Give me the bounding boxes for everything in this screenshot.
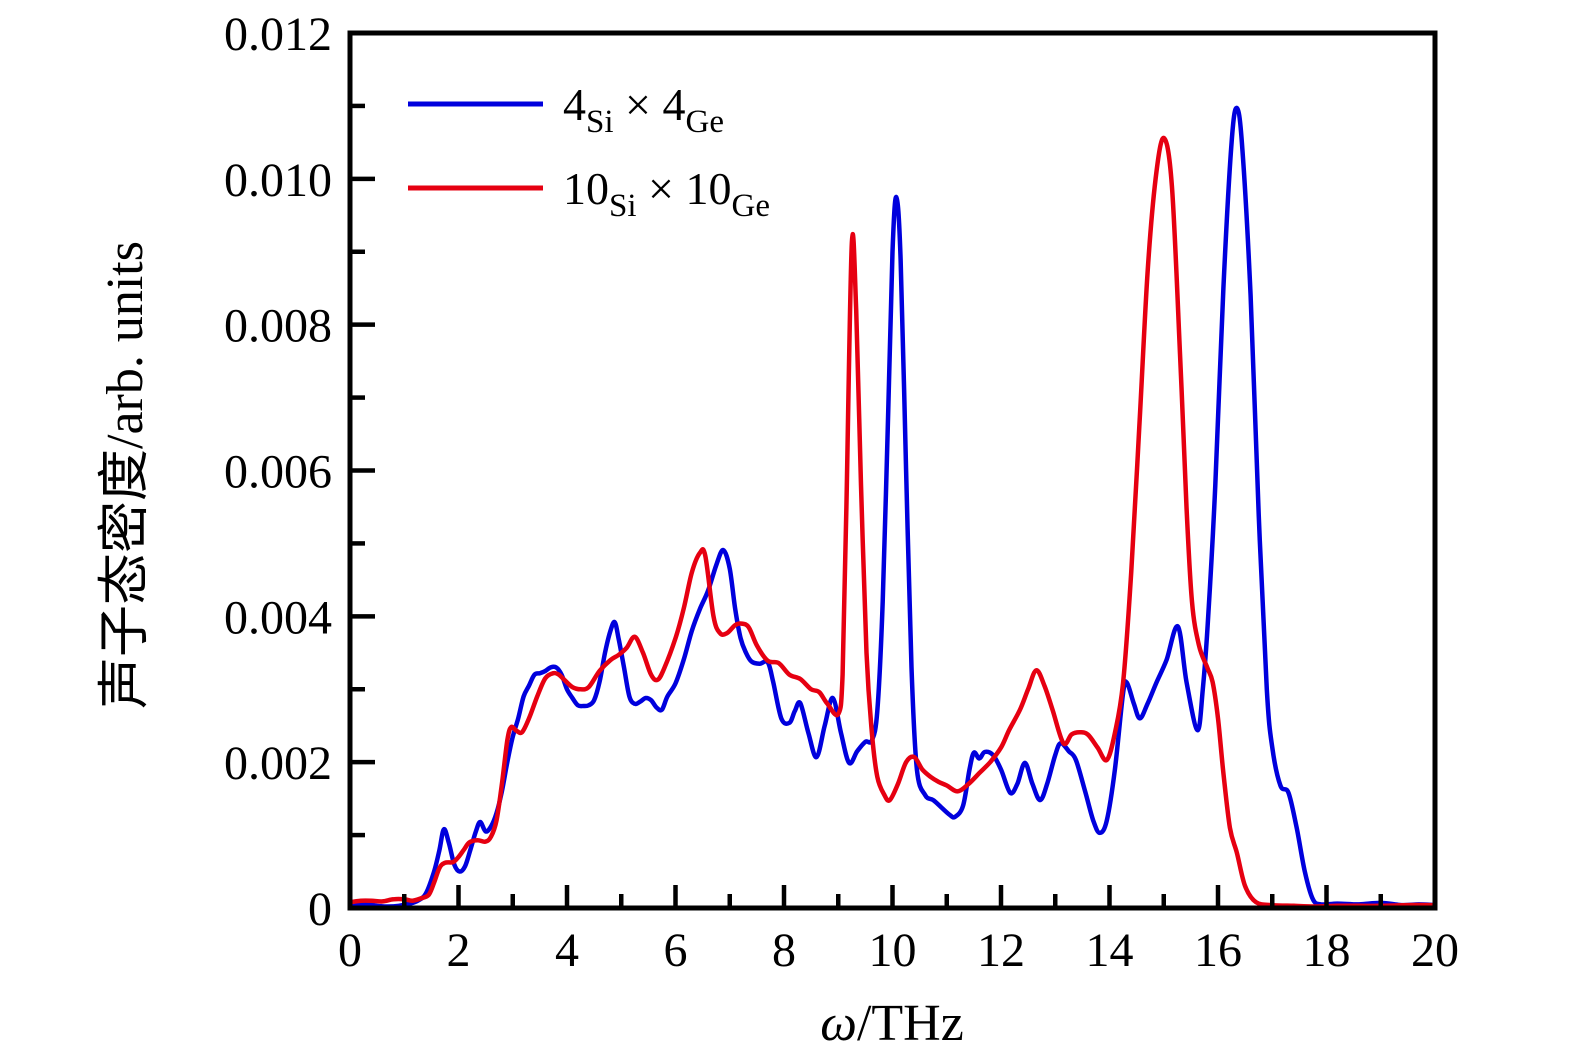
- x-tick-label: 4: [555, 924, 579, 977]
- legend-label-4Si×4Ge: 4Si × 4Ge: [563, 79, 724, 140]
- y-tick-label: 0: [308, 883, 332, 936]
- x-tick-label: 14: [1086, 924, 1134, 977]
- x-tick-label: 8: [772, 924, 796, 977]
- y-tick-label: 0.012: [224, 8, 332, 61]
- series-line-10Si×10Ge: [347, 135, 1438, 909]
- x-tick-label: 0: [338, 924, 362, 977]
- x-tick-label: 20: [1411, 924, 1459, 977]
- axis-ticks: [347, 30, 1438, 911]
- x-tick-label: 10: [869, 924, 917, 977]
- x-axis-title-unit: /THz: [857, 995, 964, 1052]
- x-tick-label: 18: [1303, 924, 1351, 977]
- y-axis-title: 声子态密度/arb. units: [97, 241, 154, 709]
- x-tick-label: 12: [977, 924, 1025, 977]
- x-tick-label: 6: [664, 924, 688, 977]
- x-tick-label: 16: [1194, 924, 1242, 977]
- series-line-4Si×4Ge: [347, 105, 1438, 909]
- y-tick-label: 0.010: [224, 154, 332, 207]
- legend: 4Si × 4Ge 10Si × 10Ge: [408, 79, 770, 224]
- x-axis-title: ω/THz: [820, 995, 964, 1052]
- x-tick-label: 2: [447, 924, 471, 977]
- axis-tick-labels: 0 2 4 6 8 10 12 14 16 18 20 0 0.002 0.004 0.006 0.008 0.…: [224, 8, 1459, 977]
- legend-label-10Si×10Ge: 10Si × 10Ge: [563, 163, 770, 224]
- plot-border: [347, 30, 1438, 911]
- y-tick-label: 0.004: [224, 591, 332, 644]
- y-tick-label: 0.008: [224, 300, 332, 353]
- y-tick-label: 0.006: [224, 446, 332, 499]
- series-lines: [347, 105, 1438, 909]
- y-tick-label: 0.002: [224, 737, 332, 790]
- x-axis-title-omega: ω: [820, 995, 857, 1052]
